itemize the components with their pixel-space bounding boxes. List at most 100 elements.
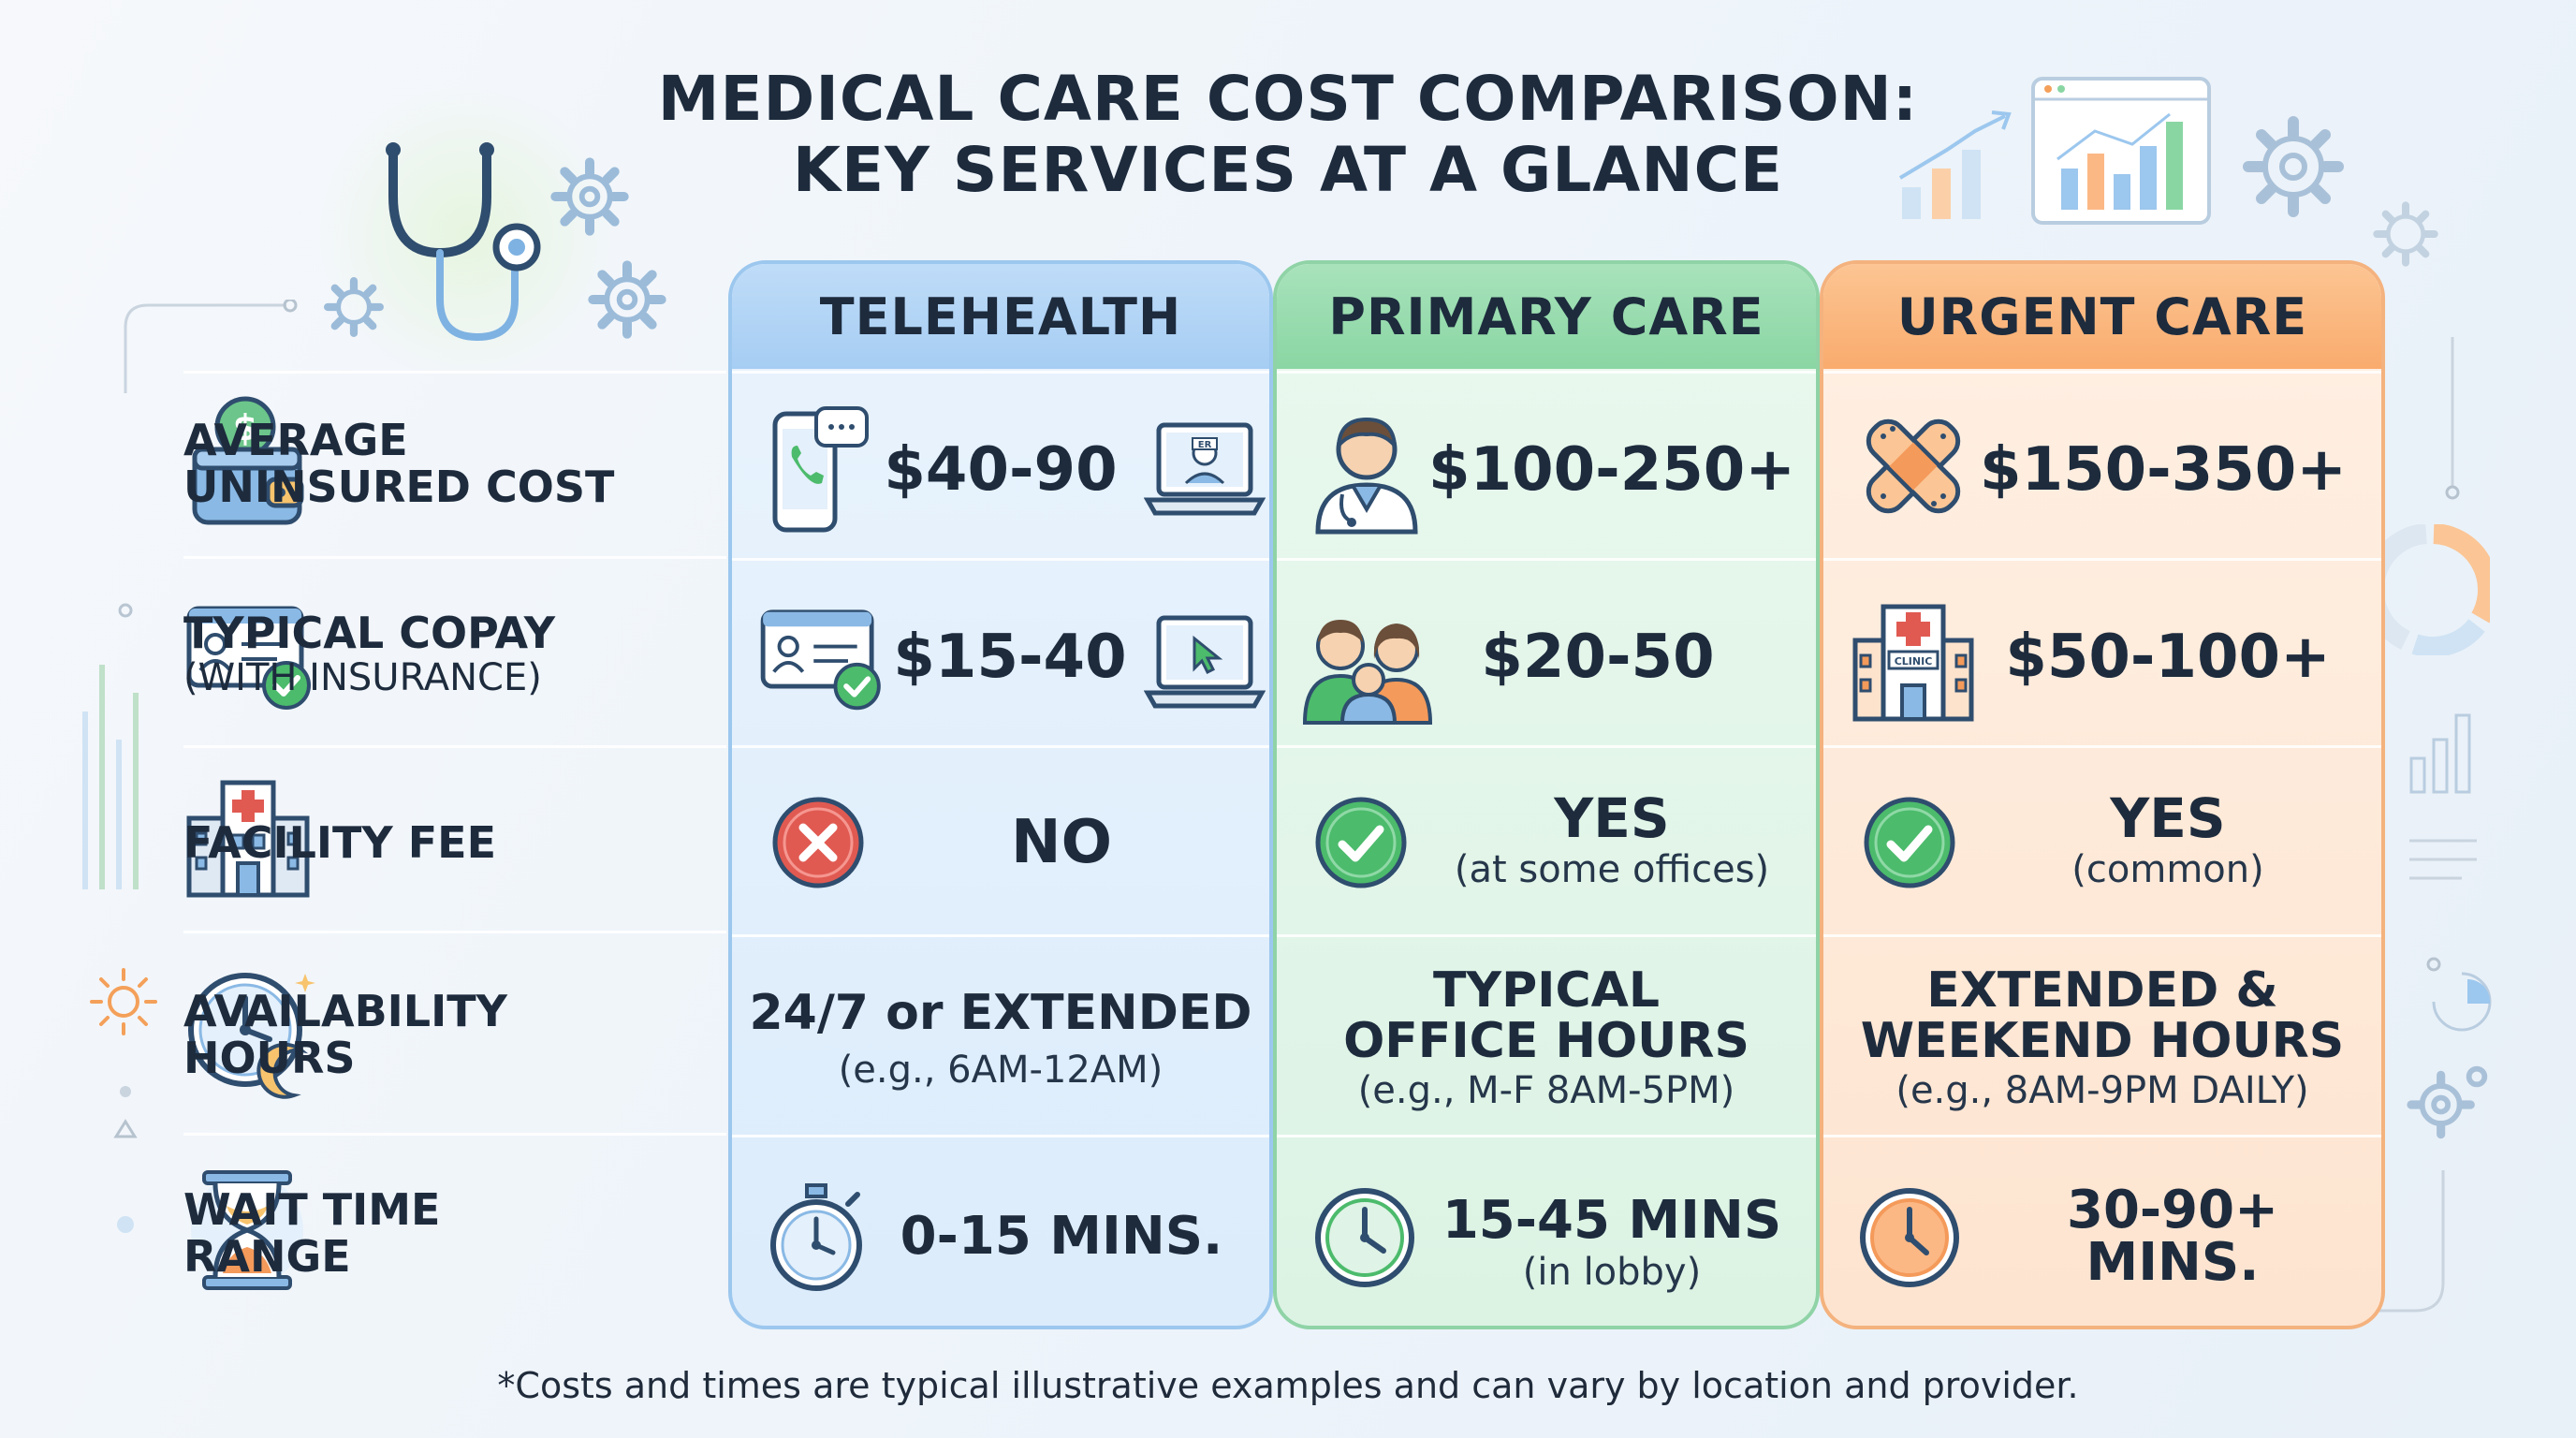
column-header-telehealth: TELEHEALTH xyxy=(732,264,1269,369)
gear-icon-top-left-1 xyxy=(543,150,637,243)
row-divider xyxy=(1277,371,1816,374)
gear-icon-top-left-3 xyxy=(318,271,389,343)
hospital-building-icon xyxy=(183,777,313,899)
row-label-line: TYPICAL COPAY xyxy=(183,608,556,658)
laptop-cursor-icon xyxy=(1144,612,1266,715)
row-label-typical-copay: TYPICAL COPAY (WITH INSURANCE) xyxy=(183,603,555,706)
donut-chart-icon xyxy=(2378,524,2490,655)
urgent-availability-line1: EXTENDED & xyxy=(1926,962,2278,1019)
check-circle-icon xyxy=(1312,794,1410,891)
page-title-line2: KEY SERVICES AT A GLANCE xyxy=(792,134,1784,206)
row-divider xyxy=(183,745,726,748)
stethoscope-icon xyxy=(365,140,562,346)
telehealth-uninsured-cost: $40-90 xyxy=(884,435,1118,505)
telehealth-availability-note: (e.g., 6AM-12AM) xyxy=(838,1049,1164,1092)
row-label-line: UNINSURED COST xyxy=(183,462,615,512)
wallet-dollar-icon: $ xyxy=(187,393,309,529)
insurance-card-check-icon xyxy=(756,607,886,715)
column-header-urgent-care: URGENT CARE xyxy=(1823,264,2381,369)
row-divider xyxy=(183,931,726,933)
page-title-line1: MEDICAL CARE COST COMPARISON: xyxy=(657,63,1919,135)
doctor-icon xyxy=(1309,404,1425,536)
row-divider xyxy=(1277,934,1816,937)
primary-availability-note: (e.g., M-F 8AM-5PM) xyxy=(1357,1069,1735,1112)
row-label-line: AVAILABILITY xyxy=(183,986,507,1036)
row-label-line: RANGE xyxy=(183,1231,351,1282)
row-label-wait-time-range: WAIT TIME RANGE xyxy=(183,1181,440,1284)
er-sign-label: ER xyxy=(1198,440,1212,450)
telehealth-copay: $15-40 xyxy=(893,623,1127,692)
check-circle-icon xyxy=(1861,794,1958,891)
column-primary-care: PRIMARY CARE $100-250+ $20-50 YES (at so… xyxy=(1273,260,1820,1329)
row-divider xyxy=(1823,558,2381,561)
primary-wait-time-note: (in lobby) xyxy=(1522,1251,1702,1294)
row-divider xyxy=(732,371,1269,374)
decor-left-connector xyxy=(122,300,300,393)
row-divider xyxy=(1823,745,2381,748)
row-label-line: WAIT TIME xyxy=(183,1184,441,1235)
row-divider xyxy=(1277,558,1816,561)
pie-chart-icon xyxy=(2396,946,2499,1049)
row-label-subline: (WITH INSURANCE) xyxy=(183,656,542,699)
row-divider xyxy=(183,1133,726,1136)
family-icon xyxy=(1299,603,1440,725)
primary-uninsured-cost: $100-250+ xyxy=(1428,435,1795,505)
urgent-facility-fee-note: (common) xyxy=(2071,848,2264,891)
row-divider xyxy=(732,934,1269,937)
row-label-line: FACILITY FEE xyxy=(183,817,497,868)
urgent-wait-time: 30-90+ MINS. xyxy=(2066,1180,2279,1293)
decor-left-dots xyxy=(103,1077,159,1245)
urgent-copay: $50-100+ xyxy=(2005,623,2331,692)
row-label-facility-fee: FACILITY FEE xyxy=(183,805,496,880)
row-divider xyxy=(732,745,1269,748)
row-label-line: HOURS xyxy=(183,1033,356,1083)
primary-facility-fee: YES xyxy=(1554,786,1670,850)
primary-copay: $20-50 xyxy=(1481,623,1715,692)
clock-icon xyxy=(1312,1185,1417,1290)
decor-left-bars xyxy=(79,599,163,889)
row-divider xyxy=(1277,745,1816,748)
row-divider xyxy=(1823,1135,2381,1137)
decor-right-lines xyxy=(2406,833,2481,889)
svg-text:$: $ xyxy=(233,407,257,448)
row-divider xyxy=(732,558,1269,561)
telehealth-facility-fee: NO xyxy=(1011,808,1112,877)
urgent-uninsured-cost: $150-350+ xyxy=(1980,435,2347,505)
gear-icon-small xyxy=(2368,197,2443,271)
row-label-line: AVERAGE xyxy=(183,415,408,465)
gear-icon-bottom-right xyxy=(2402,1058,2496,1152)
telehealth-availability: 24/7 or EXTENDED xyxy=(749,985,1252,1041)
primary-availability-line2: OFFICE HOURS xyxy=(1343,1013,1749,1069)
row-divider xyxy=(183,371,726,374)
gear-icon-top-left-2 xyxy=(580,253,674,346)
sun-icon xyxy=(86,964,161,1039)
urgent-availability-line2: WEEKEND HOURS xyxy=(1860,1013,2345,1069)
row-divider xyxy=(183,556,726,559)
row-label-average-uninsured-cost: AVERAGE UNINSURED COST xyxy=(183,412,614,515)
column-header-primary-care: PRIMARY CARE xyxy=(1277,264,1816,369)
row-label-availability-hours: AVAILABILITY HOURS xyxy=(183,983,507,1086)
row-divider xyxy=(732,1135,1269,1137)
phone-chat-icon xyxy=(769,404,872,536)
column-urgent-care: URGENT CARE $150-350+ CLINIC $50-100+ YE… xyxy=(1820,260,2385,1329)
gear-icon xyxy=(2237,110,2349,223)
telehealth-wait-time: 0-15 MINS. xyxy=(900,1206,1223,1267)
bandage-icon xyxy=(1855,408,1971,524)
row-divider xyxy=(1823,934,2381,937)
clinic-sign-label: CLINIC xyxy=(1895,655,1933,668)
dashboard-chart-icon xyxy=(2029,75,2213,227)
clinic-building-icon: CLINIC xyxy=(1850,597,1977,723)
primary-facility-fee-note: (at some offices) xyxy=(1454,848,1770,891)
clock-moon-icon xyxy=(183,964,324,1105)
insurance-card-check-icon xyxy=(183,603,315,715)
primary-availability-line1: TYPICAL xyxy=(1432,962,1661,1019)
decor-right-bars xyxy=(2406,702,2490,796)
hourglass-icon xyxy=(187,1167,307,1294)
row-divider xyxy=(1823,371,2381,374)
row-divider xyxy=(1277,1135,1816,1137)
clock-icon xyxy=(1857,1185,1962,1290)
column-telehealth: TELEHEALTH $40-90 ER $15-40 NO 24/7 or E… xyxy=(728,260,1273,1329)
decor-right-connector xyxy=(2434,337,2471,506)
urgent-facility-fee: YES xyxy=(2110,786,2226,850)
cross-circle-icon xyxy=(769,794,867,891)
